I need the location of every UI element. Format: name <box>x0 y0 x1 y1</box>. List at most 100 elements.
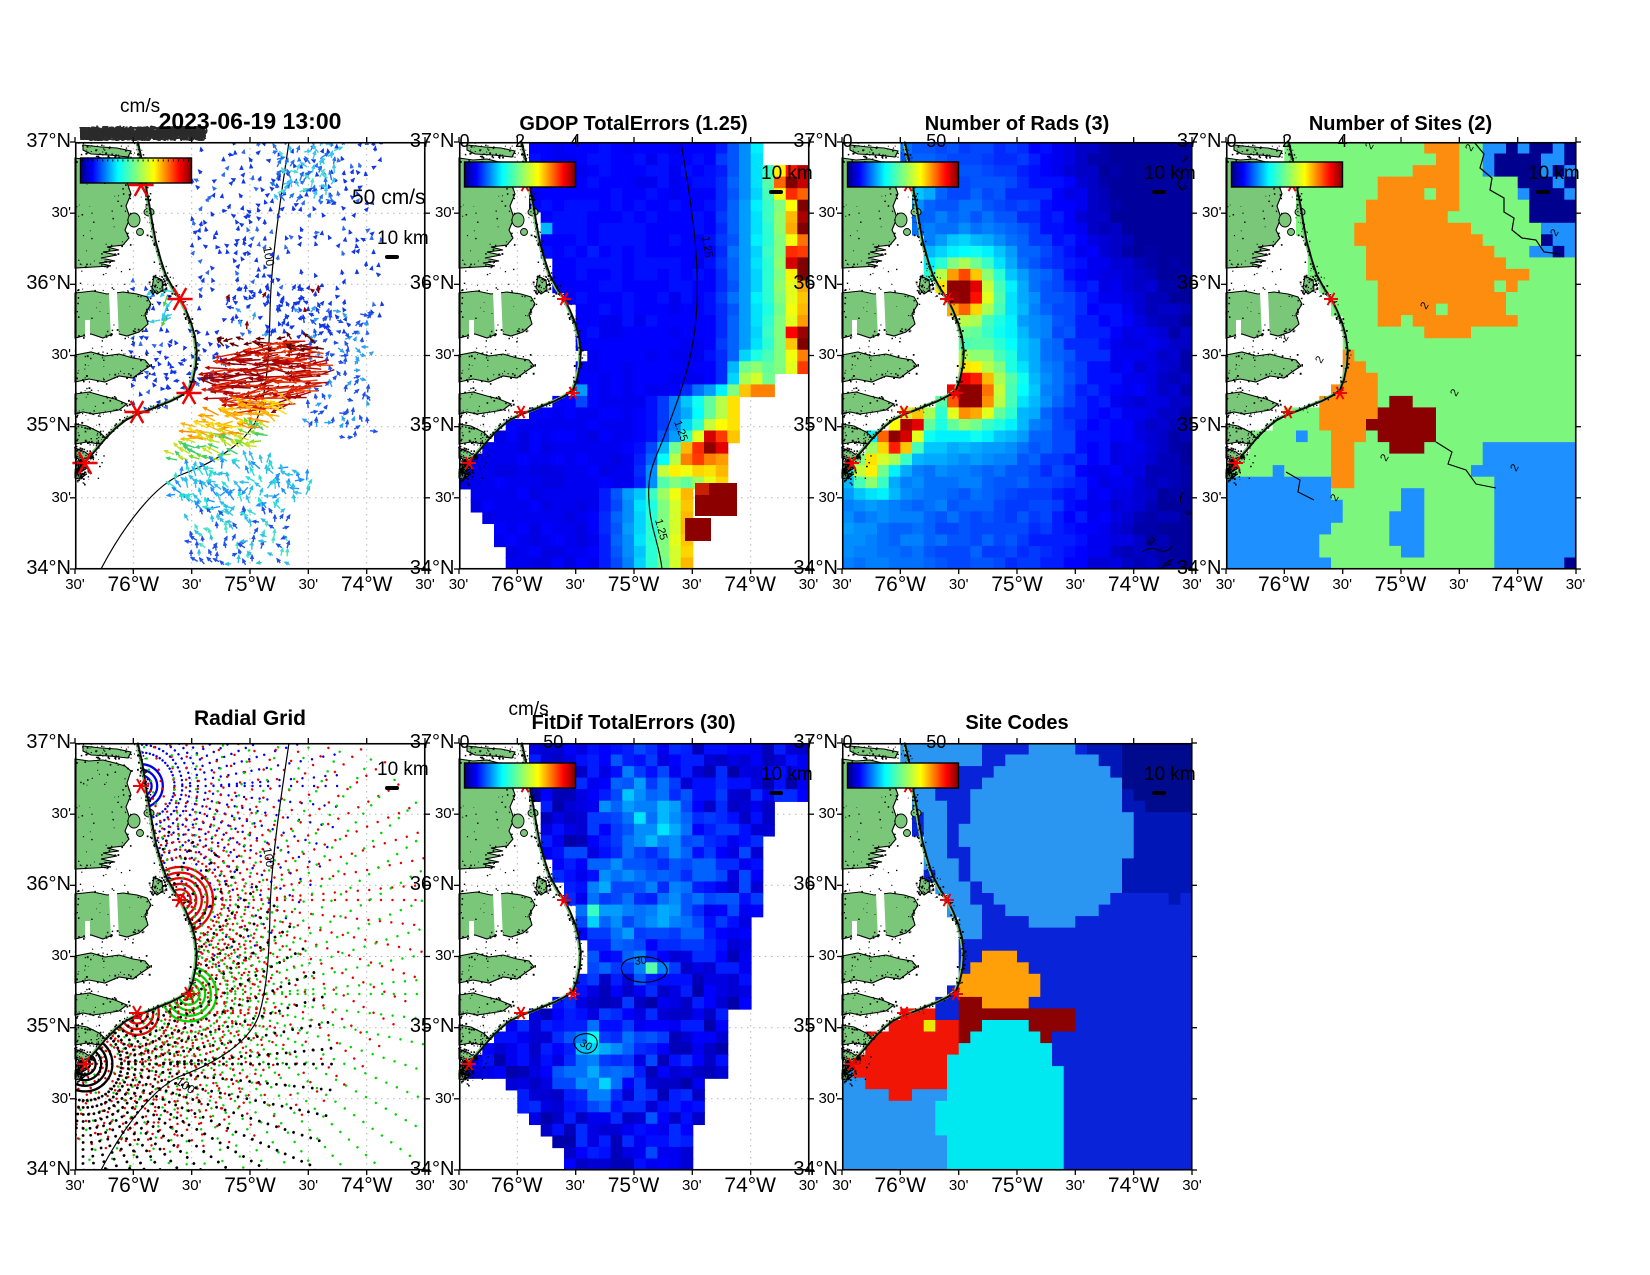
svg-text:H: H <box>197 127 206 142</box>
svg-text:30: 30 <box>633 954 647 968</box>
svg-text:H: H <box>79 125 88 140</box>
svg-text:7: 7 <box>102 123 109 138</box>
svg-text:o: o <box>163 124 171 139</box>
svg-text:2: 2 <box>1328 492 1341 503</box>
svg-text:n: n <box>166 129 174 144</box>
svg-text:2: 2 <box>1278 332 1291 343</box>
svg-text:r: r <box>126 128 131 143</box>
svg-text:0: 0 <box>163 124 170 139</box>
svg-text:H: H <box>98 125 107 140</box>
svg-text:w: w <box>122 127 134 142</box>
svg-text:2: 2 <box>1281 131 1291 151</box>
svg-text:I: I <box>81 124 85 139</box>
svg-text:D: D <box>185 124 194 139</box>
svg-text:h: h <box>116 125 124 140</box>
svg-text:e: e <box>126 125 133 140</box>
svg-text:L: L <box>152 125 160 140</box>
svg-text:O: O <box>123 128 133 143</box>
svg-text:I: I <box>108 128 112 143</box>
svg-text:R: R <box>138 126 148 141</box>
svg-text:4: 4 <box>570 131 580 151</box>
svg-text:4: 4 <box>92 125 100 140</box>
svg-text:k: k <box>137 126 145 141</box>
svg-text:k: k <box>93 128 101 143</box>
svg-text:L: L <box>142 129 150 144</box>
svg-text:A: A <box>90 129 100 144</box>
svg-text:R: R <box>184 126 194 141</box>
svg-text:C: C <box>105 125 115 140</box>
svg-text:V: V <box>146 127 155 142</box>
svg-text:d: d <box>83 127 91 142</box>
svg-text:0: 0 <box>196 124 203 139</box>
svg-text:R: R <box>129 124 139 139</box>
svg-text:H: H <box>123 127 132 142</box>
svg-text:E: E <box>157 124 166 139</box>
svg-text:2: 2 <box>108 126 115 141</box>
svg-text:O: O <box>120 127 130 142</box>
svg-text:G: G <box>142 128 152 143</box>
svg-text:d: d <box>156 123 164 138</box>
svg-text:0: 0 <box>842 131 852 151</box>
svg-text:7: 7 <box>154 128 161 143</box>
svg-text:M: M <box>189 124 200 139</box>
svg-text:w: w <box>171 124 183 139</box>
svg-text:10 km: 10 km <box>761 764 813 785</box>
svg-text:I: I <box>144 125 148 140</box>
svg-text:L: L <box>148 125 156 140</box>
svg-text:H: H <box>163 125 172 140</box>
svg-text:9: 9 <box>135 128 142 143</box>
svg-text:d: d <box>152 128 160 143</box>
svg-text:l: l <box>183 128 187 143</box>
svg-text:I: I <box>90 125 94 140</box>
svg-text:U: U <box>130 127 139 142</box>
svg-text:30: 30 <box>577 1037 594 1054</box>
svg-text:5: 5 <box>188 129 195 144</box>
svg-text:C: C <box>101 129 111 144</box>
svg-text:T: T <box>186 127 194 142</box>
svg-text:i: i <box>168 124 172 139</box>
svg-text:c: c <box>87 129 94 144</box>
svg-text:d: d <box>181 129 189 144</box>
svg-text:F: F <box>196 124 204 139</box>
svg-text:L: L <box>87 125 95 140</box>
svg-text:A: A <box>160 124 170 139</box>
svg-text:e: e <box>131 129 138 144</box>
svg-text:l: l <box>188 129 192 144</box>
svg-text:s: s <box>189 124 196 139</box>
svg-text:l: l <box>129 123 133 138</box>
svg-text:O: O <box>120 127 130 142</box>
svg-text:H: H <box>189 125 198 140</box>
svg-text:t: t <box>136 128 141 143</box>
svg-text:d: d <box>117 125 125 140</box>
svg-text:5: 5 <box>157 128 164 143</box>
svg-text:L: L <box>197 128 205 143</box>
svg-text:d: d <box>189 124 197 139</box>
svg-text:A: A <box>91 124 101 139</box>
svg-text:u: u <box>97 123 105 138</box>
svg-text:7: 7 <box>79 127 86 142</box>
svg-text:S: S <box>141 123 150 138</box>
svg-text:d: d <box>167 125 175 140</box>
svg-text:9: 9 <box>126 128 133 143</box>
svg-text:E: E <box>85 128 94 143</box>
svg-text:O: O <box>188 126 198 141</box>
svg-text:I: I <box>125 123 129 138</box>
svg-text:i: i <box>138 125 142 140</box>
svg-text:h: h <box>97 127 105 142</box>
svg-text:6: 6 <box>89 125 96 140</box>
svg-text:I: I <box>139 129 143 144</box>
svg-text:R: R <box>151 124 161 139</box>
svg-text:k: k <box>191 125 199 140</box>
svg-text:0: 0 <box>123 125 130 140</box>
svg-text:T: T <box>195 127 203 142</box>
svg-text:d: d <box>112 124 120 139</box>
svg-text:1: 1 <box>179 124 186 139</box>
svg-text:10 km: 10 km <box>1144 764 1196 785</box>
svg-text:7: 7 <box>162 124 169 139</box>
svg-text:U: U <box>158 128 167 143</box>
svg-text:u: u <box>90 128 98 143</box>
svg-text:S: S <box>198 126 207 141</box>
svg-text:d: d <box>88 128 96 143</box>
svg-text:w: w <box>178 128 190 143</box>
svg-text:B: B <box>165 126 174 141</box>
